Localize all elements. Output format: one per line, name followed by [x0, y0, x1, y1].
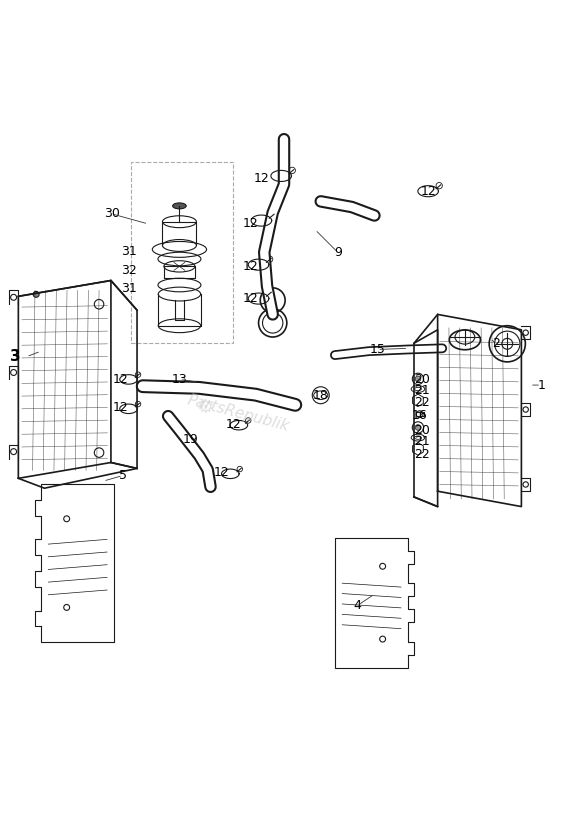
- Text: 31: 31: [120, 245, 136, 258]
- Text: 12: 12: [242, 218, 258, 231]
- Text: 13: 13: [172, 373, 187, 386]
- Text: 20: 20: [415, 424, 431, 437]
- Text: 3: 3: [10, 349, 21, 365]
- Ellipse shape: [173, 203, 186, 209]
- Text: PartsRepublik: PartsRepublik: [186, 392, 291, 434]
- Circle shape: [33, 291, 39, 297]
- Text: 31: 31: [120, 282, 136, 296]
- Text: 12: 12: [214, 466, 229, 479]
- Text: 18: 18: [313, 388, 329, 401]
- Text: 12: 12: [112, 401, 128, 414]
- Text: 21: 21: [415, 384, 431, 397]
- Text: 1: 1: [537, 378, 545, 392]
- Text: 19: 19: [183, 433, 199, 447]
- Text: ⚙: ⚙: [196, 398, 214, 417]
- Text: 22: 22: [415, 396, 431, 409]
- Text: 21: 21: [415, 435, 431, 448]
- Text: 12: 12: [225, 418, 241, 431]
- Text: 12: 12: [420, 185, 436, 198]
- Text: 2: 2: [492, 337, 500, 351]
- Text: 32: 32: [120, 264, 136, 277]
- Circle shape: [415, 376, 421, 382]
- Text: 22: 22: [415, 447, 431, 461]
- Text: 30: 30: [104, 208, 119, 220]
- Text: 5: 5: [119, 469, 127, 482]
- Text: 15: 15: [369, 343, 385, 356]
- Text: 12: 12: [242, 260, 258, 273]
- Text: 4: 4: [353, 599, 361, 612]
- Text: 9: 9: [334, 245, 341, 259]
- Text: 20: 20: [415, 373, 431, 386]
- Circle shape: [415, 424, 421, 430]
- Text: 12: 12: [242, 292, 258, 305]
- Text: 12: 12: [112, 373, 128, 386]
- Text: 12: 12: [253, 172, 269, 186]
- Text: 16: 16: [412, 409, 428, 421]
